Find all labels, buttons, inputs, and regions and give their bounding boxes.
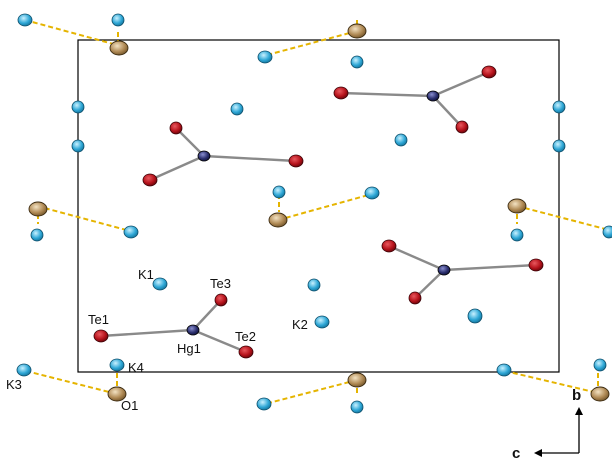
tellurium-atom: [381, 239, 397, 253]
potassium-atom: [71, 100, 85, 114]
potassium-atom: [496, 363, 512, 377]
mercury-atom: [197, 150, 211, 162]
potassium-atom: [510, 228, 524, 242]
label-te1: Te1: [88, 312, 109, 327]
label-k2: K2: [292, 317, 308, 332]
tellurium-atom: [528, 258, 544, 272]
potassium-atom: [593, 358, 607, 372]
oxygen-atom: [590, 386, 610, 402]
label-hg1: Hg1: [177, 341, 201, 356]
mercury-atom: [437, 264, 451, 276]
hgte3-complex-lower: [100, 299, 247, 354]
tellurium-atom: [408, 291, 422, 305]
potassium-atom-k3: [16, 363, 32, 377]
potassium-atom: [552, 100, 566, 114]
tellurium-atom: [288, 154, 304, 168]
potassium-atom: [30, 228, 44, 242]
label-te3: Te3: [210, 276, 231, 291]
hgte3-complex-upper-left: [149, 127, 297, 182]
potassium-atom: [394, 133, 408, 147]
unit-cell: [77, 39, 560, 373]
potassium-atoms: [16, 13, 612, 414]
tellurium-atom: [455, 120, 469, 134]
oxygen-atom: [268, 212, 288, 228]
label-o1: O1: [121, 398, 138, 413]
potassium-atom: [467, 308, 483, 324]
label-k1: K1: [138, 267, 154, 282]
potassium-atom: [364, 186, 380, 200]
hgte3-complex-right: [388, 244, 537, 299]
potassium-atom: [602, 225, 612, 239]
potassium-atom: [257, 50, 273, 64]
potassium-atom: [307, 278, 321, 292]
oxygen-atom: [347, 372, 367, 388]
label-te2: Te2: [235, 329, 256, 344]
tellurium-atom: [169, 121, 183, 135]
oxygen-atom: [347, 23, 367, 39]
potassium-atom: [552, 139, 566, 153]
tellurium-atom-te1: [93, 329, 109, 343]
potassium-atom: [350, 55, 364, 69]
tellurium-atoms: [93, 65, 544, 359]
axis-c-label: c: [512, 445, 520, 460]
tellurium-atom-te3: [214, 293, 228, 307]
label-k3: K3: [6, 377, 22, 392]
mercury-atom-hg1: [186, 324, 200, 336]
potassium-atom: [111, 13, 125, 27]
oxygen-atoms: [28, 23, 610, 402]
mercury-atoms: [186, 90, 451, 336]
potassium-atom-k2: [314, 315, 330, 329]
potassium-atom: [256, 397, 272, 411]
potassium-atom: [272, 185, 286, 199]
potassium-atom: [230, 102, 244, 116]
potassium-atom-k1: [152, 277, 168, 291]
axes-indicator: b c: [512, 387, 583, 460]
potassium-atom: [71, 139, 85, 153]
potassium-atom: [350, 400, 364, 414]
label-k4: K4: [128, 360, 144, 375]
oxygen-atom: [109, 40, 129, 56]
oxygen-atom-o1: [107, 386, 127, 402]
tellurium-atom: [333, 86, 349, 100]
oxygen-atom: [28, 201, 48, 217]
potassium-atom-k4: [109, 358, 125, 372]
mercury-atom: [426, 90, 440, 102]
potassium-atom: [17, 13, 33, 27]
oxygen-atom: [507, 198, 527, 214]
tellurium-atom: [142, 173, 158, 187]
tellurium-atom: [481, 65, 497, 79]
axis-c-arrowhead: [534, 449, 542, 457]
axis-b-arrowhead: [575, 407, 583, 415]
tellurium-atom-te2: [238, 345, 254, 359]
axis-b-label: b: [572, 387, 581, 404]
potassium-atom: [123, 225, 139, 239]
hgte3-complex-upper-right: [340, 70, 490, 128]
